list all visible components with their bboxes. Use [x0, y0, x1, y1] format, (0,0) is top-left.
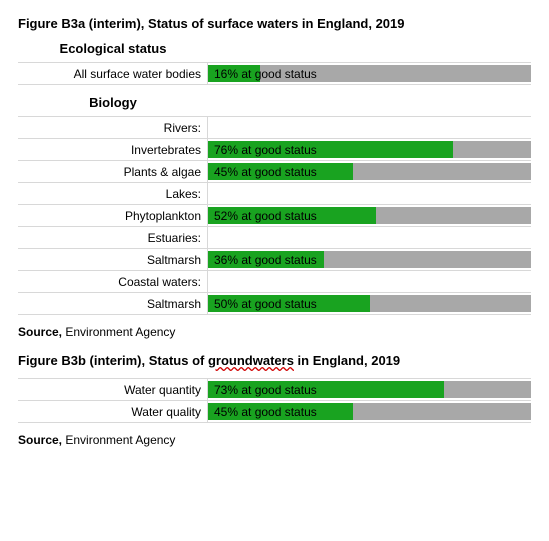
chart-row: Phytoplankton 52% at good status [18, 204, 531, 226]
row-label: Water quantity [18, 378, 208, 400]
bar-cell [208, 182, 531, 204]
source-text: Environment Agency [65, 325, 175, 339]
row-label: Estuaries: [18, 226, 208, 248]
figure-b-title-pre: Figure B3b (interim), Status of [18, 353, 208, 368]
row-label: Invertebrates [18, 138, 208, 160]
row-label: Lakes: [18, 182, 208, 204]
bar-cell [208, 226, 531, 248]
bar-value-label: 73% at good status [214, 379, 317, 400]
ecological-status-block: All surface water bodies 16% at good stat… [18, 62, 531, 85]
chart-row: Saltmarsh 50% at good status [18, 292, 531, 314]
ecological-status-heading: Ecological status [18, 41, 208, 56]
bar-cell [208, 116, 531, 138]
chart-row: Water quantity 73% at good status [18, 378, 531, 400]
bar-value-label: 50% at good status [214, 293, 317, 314]
bar-value-label: 16% at good status [214, 63, 317, 84]
bar-value-label: 36% at good status [214, 249, 317, 270]
figure-b-source: Source, Environment Agency [18, 433, 531, 447]
row-label: Rivers: [18, 116, 208, 138]
source-prefix: Source, [18, 433, 62, 447]
figure-a-source: Source, Environment Agency [18, 325, 531, 339]
row-label: Phytoplankton [18, 204, 208, 226]
bar-cell: 50% at good status [208, 292, 531, 314]
chart-row: Invertebrates 76% at good status [18, 138, 531, 160]
row-label: All surface water bodies [18, 62, 208, 84]
row-label: Saltmarsh [18, 248, 208, 270]
bar-value-label: 76% at good status [214, 139, 317, 160]
bar-cell: 45% at good status [208, 400, 531, 422]
bar-cell [208, 270, 531, 292]
figure-b-title-underlined: groundwaters [208, 353, 294, 368]
bar-value-label: 52% at good status [214, 205, 317, 226]
bar-value-label: 45% at good status [214, 161, 317, 182]
bar-cell: 76% at good status [208, 138, 531, 160]
bar-cell: 52% at good status [208, 204, 531, 226]
bar-cell: 36% at good status [208, 248, 531, 270]
chart-row: Coastal waters: [18, 270, 531, 292]
figure-a-title: Figure B3a (interim), Status of surface … [18, 16, 531, 31]
bar-value-label: 45% at good status [214, 401, 317, 422]
chart-row: Estuaries: [18, 226, 531, 248]
biology-block: Rivers:Invertebrates76% at good statusPl… [18, 116, 531, 315]
row-label: Water quality [18, 400, 208, 422]
chart-row: Water quality 45% at good status [18, 400, 531, 422]
chart-row: All surface water bodies 16% at good stat… [18, 62, 531, 84]
source-text: Environment Agency [65, 433, 175, 447]
chart-row: Lakes: [18, 182, 531, 204]
row-label: Saltmarsh [18, 292, 208, 314]
row-label: Coastal waters: [18, 270, 208, 292]
bar-cell: 45% at good status [208, 160, 531, 182]
groundwater-block: Water quantity73% at good statusWater qu… [18, 378, 531, 423]
chart-row: Saltmarsh 36% at good status [18, 248, 531, 270]
chart-row: Rivers: [18, 116, 531, 138]
row-label: Plants & algae [18, 160, 208, 182]
figure-b-title: Figure B3b (interim), Status of groundwa… [18, 353, 531, 368]
bar-cell: 16% at good status [208, 62, 531, 84]
source-prefix: Source, [18, 325, 62, 339]
chart-row: Plants & algae 45% at good status [18, 160, 531, 182]
biology-heading: Biology [18, 95, 208, 110]
bar-cell: 73% at good status [208, 378, 531, 400]
figure-b-title-post: in England, 2019 [294, 353, 400, 368]
